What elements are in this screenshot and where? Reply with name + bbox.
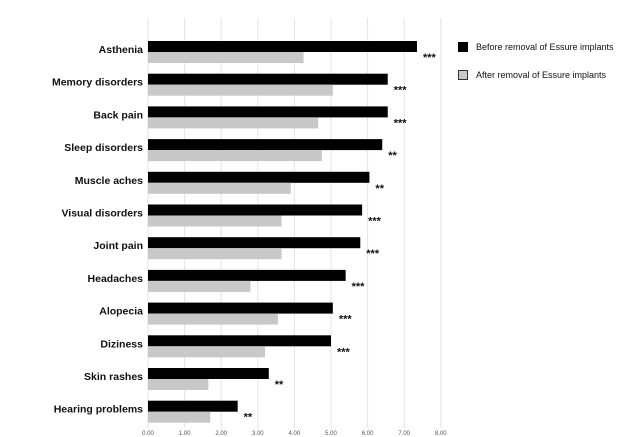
bar-before xyxy=(148,106,388,118)
legend-swatch-after xyxy=(458,70,468,80)
legend: Before removal of Essure implants After … xyxy=(458,40,614,96)
bar-before xyxy=(148,400,238,412)
legend-item-before: Before removal of Essure implants xyxy=(458,40,614,54)
bar-after xyxy=(148,379,209,390)
significance-label: ** xyxy=(244,412,253,424)
x-tick-label: 5.00 xyxy=(325,431,337,437)
bar-before xyxy=(148,41,418,52)
bar-before xyxy=(148,302,333,314)
bar-before xyxy=(148,269,346,281)
category-label: Alopecia xyxy=(99,306,143,318)
significance-label: *** xyxy=(394,117,408,129)
category-label: Muscle aches xyxy=(75,175,143,187)
bar-before xyxy=(148,237,361,249)
significance-label: *** xyxy=(394,85,408,97)
category-labels: Asthenia Memory disorders Back pain Sleep d… xyxy=(52,44,143,416)
category-label: Hearing problems xyxy=(54,404,143,416)
significance-label: ** xyxy=(388,150,397,162)
category-label: Skin rashes xyxy=(84,371,143,383)
x-tick-label: 6.00 xyxy=(362,431,374,437)
category-label: Sleep disorders xyxy=(64,142,143,154)
x-tick-label: 1.00 xyxy=(179,431,191,437)
significance-label: *** xyxy=(423,52,437,64)
category-label: Joint pain xyxy=(93,240,143,252)
significance-label: *** xyxy=(337,346,351,358)
significance-labels: ******************************** xyxy=(244,52,437,424)
bar-after xyxy=(148,280,251,292)
bar-after xyxy=(148,52,304,63)
x-tick-label: 8.00 xyxy=(435,431,447,437)
bar-after xyxy=(148,248,282,260)
x-tick-label: 0.00 xyxy=(142,431,154,437)
significance-label: *** xyxy=(366,248,380,260)
x-tick-labels: 0.00 1.00 2.00 3.00 4.00 5.00 6.00 7.00 8.00 xyxy=(142,431,447,437)
category-label: Headaches xyxy=(88,273,144,285)
legend-label-before: Before removal of Essure implants xyxy=(476,42,614,52)
x-tick-label: 2.00 xyxy=(215,431,227,437)
bar-before xyxy=(148,171,370,183)
significance-label: ** xyxy=(275,379,284,391)
category-label: Diziness xyxy=(100,338,143,350)
bar-after xyxy=(148,150,322,162)
significance-label: ** xyxy=(375,183,384,195)
bar-after xyxy=(148,84,333,96)
bar-before xyxy=(148,368,269,379)
legend-swatch-before xyxy=(458,42,468,52)
category-label: Memory disorders xyxy=(52,77,143,89)
significance-label: *** xyxy=(339,314,353,326)
bar-after xyxy=(148,117,319,129)
bar-after xyxy=(148,182,291,194)
category-label: Asthenia xyxy=(99,44,144,56)
legend-label-after: After removal of Essure implants xyxy=(476,70,607,80)
category-label: Visual disorders xyxy=(61,208,143,220)
category-label: Back pain xyxy=(93,109,143,121)
x-tick-label: 7.00 xyxy=(398,431,410,437)
bar-before xyxy=(148,139,383,151)
significance-label: *** xyxy=(368,216,382,228)
bar-after xyxy=(148,346,266,358)
bars xyxy=(148,41,418,423)
legend-item-after: After removal of Essure implants xyxy=(458,68,614,82)
x-tick-label: 4.00 xyxy=(289,431,301,437)
bar-before xyxy=(148,73,388,85)
bar-before xyxy=(148,204,363,216)
x-tick-label: 3.00 xyxy=(252,431,264,437)
bar-before xyxy=(148,335,331,347)
bar-after xyxy=(148,411,211,423)
bar-after xyxy=(148,215,282,227)
significance-label: *** xyxy=(352,281,366,293)
bar-after xyxy=(148,313,278,325)
